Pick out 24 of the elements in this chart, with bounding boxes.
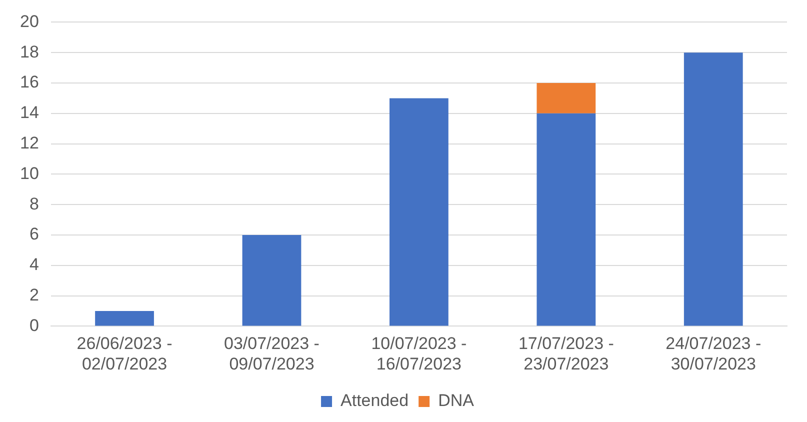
- y-tick-label: 2: [29, 285, 39, 304]
- y-tick-label: 12: [20, 133, 39, 152]
- y-tick-label: 4: [29, 255, 39, 274]
- y-tick-label: 10: [20, 164, 39, 183]
- x-tick-label: 24/07/2023 - 30/07/2023: [666, 334, 762, 374]
- bar: [536, 113, 596, 326]
- bar: [242, 235, 302, 326]
- bar: [95, 311, 154, 326]
- y-tick-label: 8: [29, 194, 39, 214]
- legend-label: DNA: [438, 391, 475, 410]
- y-tick-label: 0: [29, 316, 39, 335]
- x-tick-label: 10/07/2023 - 16/07/2023: [371, 334, 467, 374]
- y-tick-label: 6: [29, 224, 39, 244]
- y-tick-label: 14: [20, 103, 39, 122]
- bar: [390, 98, 448, 326]
- bar: [536, 83, 596, 114]
- bar: [684, 52, 743, 326]
- y-tick-label: 16: [20, 72, 39, 92]
- y-tick-label: 20: [20, 12, 39, 31]
- legend-label: Attended: [340, 391, 409, 410]
- y-tick-label: 18: [20, 42, 39, 62]
- x-tick-label: 03/07/2023 - 09/07/2023: [224, 334, 320, 374]
- x-tick-label: 17/07/2023 - 23/07/2023: [518, 334, 614, 374]
- x-tick-label: 26/06/2023 - 02/07/2023: [76, 334, 172, 374]
